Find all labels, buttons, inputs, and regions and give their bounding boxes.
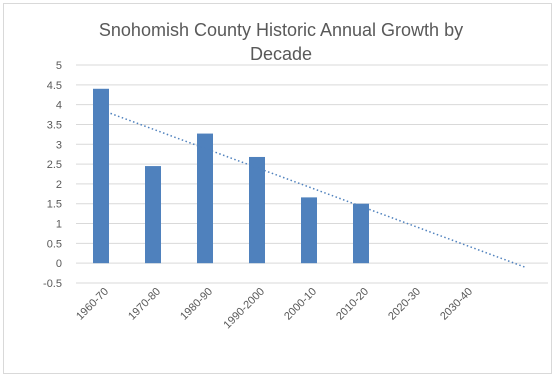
x-tick-label: 1960-70 (74, 286, 111, 323)
y-tick-label: -0.5 (43, 278, 62, 290)
x-tick-label: 2030-40 (438, 286, 475, 323)
bar-1960-70 (93, 88, 109, 264)
bar-1970-80 (145, 166, 161, 264)
y-tick-label: 1.5 (47, 199, 62, 211)
chart-title-line-2: Decade (250, 44, 312, 64)
y-tick-label: 1 (56, 219, 62, 231)
x-tick-label: 2000-10 (282, 286, 319, 323)
x-tick-label: 1990-2000 (221, 286, 267, 332)
bar-1980-90 (197, 133, 213, 264)
y-tick-label: 0 (56, 258, 62, 270)
bar-2010-20 (353, 203, 369, 264)
trendline (102, 109, 526, 268)
y-axis-tick-labels: 5 4.5 4 3.5 3 2.5 2 1.5 1 0.5 0 -0.5 (43, 60, 62, 290)
bars (93, 88, 369, 264)
bar-2000-10 (301, 197, 317, 264)
chart-title: Snohomish County Historic Annual Growth … (99, 20, 463, 64)
y-tick-label: 4.5 (47, 80, 62, 92)
trendline-layer (102, 109, 526, 268)
y-tick-label: 5 (56, 60, 62, 72)
x-tick-label: 1980-90 (178, 286, 215, 323)
x-tick-label: 2020-30 (386, 286, 423, 323)
y-tick-label: 3.5 (47, 119, 62, 131)
bar-1990-2000 (249, 156, 265, 264)
y-tick-label: 0.5 (47, 238, 62, 250)
x-tick-label: 2010-20 (334, 286, 371, 323)
x-tick-label: 1970-80 (126, 286, 163, 323)
y-tick-label: 4 (56, 100, 62, 112)
y-tick-label: 2 (56, 179, 62, 191)
y-tick-label: 3 (56, 139, 62, 151)
x-axis-tick-labels: 1960-70 1970-80 1980-90 1990-2000 2000-10 201… (74, 286, 475, 332)
chart-title-line-1: Snohomish County Historic Annual Growth … (99, 20, 463, 40)
y-tick-label: 2.5 (47, 159, 62, 171)
